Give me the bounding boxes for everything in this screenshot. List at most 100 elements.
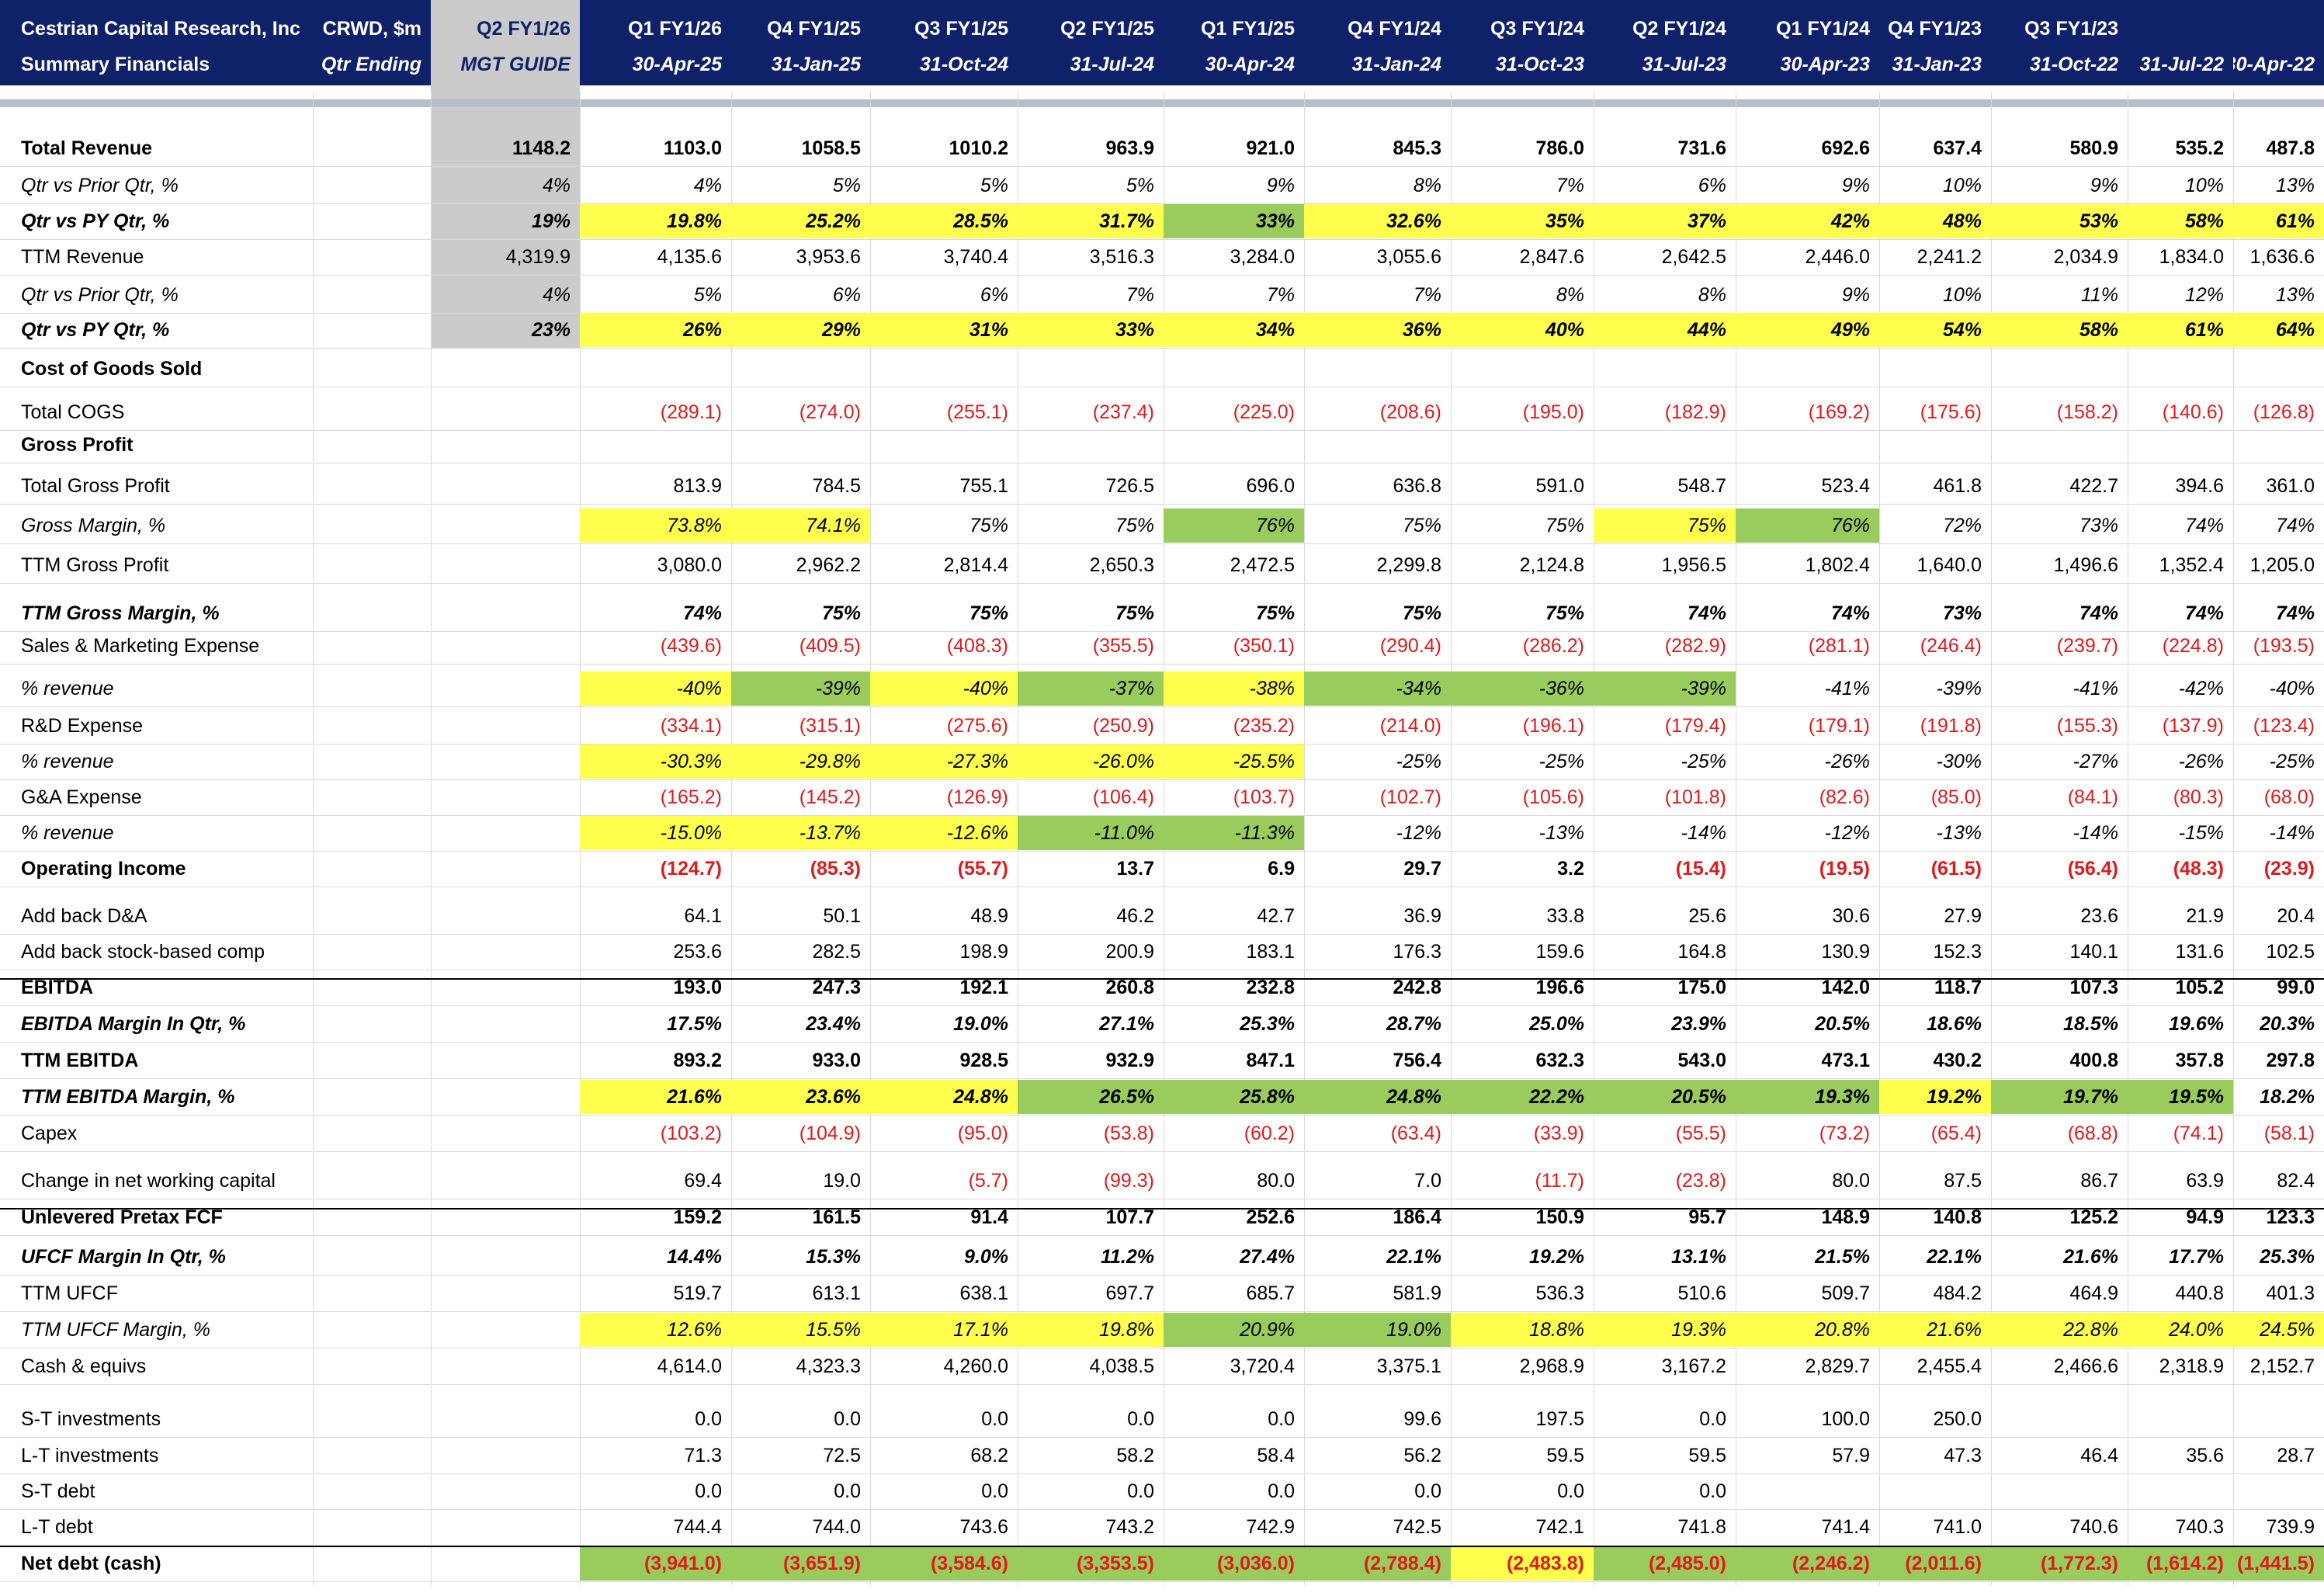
value-cell: 36.9 [1403,904,1441,927]
value-cell: (3,353.5) [1018,1546,1164,1581]
value-cell [2128,1473,2233,1509]
value-cell: 54% [1879,313,1991,347]
value-cell: (165.2) [660,786,722,808]
value-cell: (95.0) [957,1122,1008,1144]
value-cell: 72% [1942,514,1982,536]
grid-line [0,1384,2324,1385]
column-header-date: 30-Apr-22 [2233,53,2315,75]
value-cell: 2,466.6 [2053,1355,2118,1377]
value-cell: 17.5% [667,1012,722,1035]
value-cell: 59.5 [1546,1444,1584,1466]
grid-line [0,543,2324,544]
value-cell: 535.2 [2175,137,2224,159]
guide-value-cell [431,1473,580,1509]
value-cell: 2,152.7 [2249,1355,2315,1377]
value-cell: 183.1 [1246,940,1295,963]
value-cell: 74% [2275,602,2315,624]
value-cell: -14% [1681,821,1726,844]
value-cell: -26.0% [1018,744,1164,779]
value-cell: 0.0 [1699,1480,1726,1502]
value-cell: -14% [2073,821,2118,844]
column-header-date: 31-Oct-23 [1496,53,1584,75]
grid-line [1991,92,1992,1585]
guide-value-cell [431,1312,580,1348]
value-cell: 2,455.4 [1916,1355,1982,1377]
value-cell: (63.4) [1390,1122,1441,1144]
value-cell: 487.8 [2266,137,2315,159]
value-cell: (3,651.9) [731,1546,870,1581]
value-cell: 260.8 [1105,976,1154,998]
value-cell: (195.0) [1522,401,1584,423]
value-cell: 107.7 [1105,1206,1154,1228]
value-cell: 1103.0 [663,137,722,159]
column-header-date: 31-Oct-22 [2030,53,2118,75]
value-cell: 4,260.0 [943,1355,1008,1377]
value-cell: 34% [1164,313,1304,347]
value-cell: 102.5 [2266,940,2315,963]
value-cell: 637.4 [1933,137,1982,159]
guide-column-band [431,0,580,348]
value-cell: 19.0% [1304,1313,1451,1347]
value-cell: 591.0 [1535,474,1584,497]
value-cell: 632.3 [1535,1049,1584,1071]
value-cell: 42% [1736,204,1879,238]
value-cell: (175.6) [1920,401,1982,423]
value-cell: (281.1) [1808,634,1870,657]
value-cell: 2,446.0 [1805,245,1870,268]
row-label: Add back D&A [21,904,147,927]
guide-value-cell [431,1509,580,1545]
value-cell: -40% [580,672,731,706]
value-cell: 31% [870,313,1018,347]
value-cell: (1,441.5) [2233,1546,2324,1581]
value-cell: -26% [2178,750,2224,772]
value-cell: 19.5% [2128,1080,2233,1114]
value-cell: 64% [2233,313,2324,347]
value-cell: 21.6% [1879,1313,1991,1347]
row-label: % revenue [21,750,114,772]
value-cell: 739.9 [2266,1515,2315,1538]
value-cell: 24.5% [2233,1313,2324,1347]
value-cell: 152.3 [1933,940,1982,963]
value-cell: 75% [1255,602,1295,624]
value-cell: 847.1 [1246,1049,1295,1071]
value-cell: (11.7) [1535,1169,1584,1192]
value-cell: -36% [1451,672,1594,706]
row-label: S-T debt [21,1480,95,1502]
sheet-subtitle: Summary Financials [21,53,210,75]
value-cell: 18.8% [1451,1313,1594,1347]
grid-line [0,504,2324,505]
column-header-date: 31-Jul-24 [1070,53,1154,75]
value-cell: (58.1) [2263,1122,2315,1144]
grid-line [313,92,314,1585]
value-cell: -41% [1824,677,1870,699]
column-header-period: Q1 FY1/24 [1776,17,1870,40]
value-cell: 24.8% [1304,1080,1451,1114]
value-cell: 33% [1018,313,1164,347]
value-cell: 48% [1879,204,1991,238]
value-cell: 59.5 [1688,1444,1726,1466]
value-cell: (290.4) [1379,634,1441,657]
value-cell: -37% [1018,672,1164,706]
value-cell: 252.6 [1246,1206,1295,1228]
row-label: L-T debt [21,1515,93,1538]
value-cell: 6% [1698,174,1726,196]
guide-value-cell [431,468,580,504]
value-cell: 19.8% [580,204,731,238]
value-cell: 2,241.2 [1916,245,1982,268]
grid-line [0,1235,2324,1236]
value-cell: 2,299.8 [1376,554,1441,576]
value-cell: 0.0 [834,1407,861,1430]
column-header-date: 31-Jan-23 [1892,53,1982,75]
value-cell: 21.6% [580,1080,731,1114]
value-cell: 731.6 [1677,137,1726,159]
value-cell: (68.0) [2263,786,2315,808]
grid-line [0,1151,2324,1152]
value-cell: 82.4 [2277,1169,2315,1192]
value-cell: 282.5 [812,940,861,963]
value-cell: (23.8) [1675,1169,1726,1192]
value-cell: (179.4) [1664,714,1726,737]
value-cell: (179.1) [1808,714,1870,737]
value-cell: 20.3% [2260,1012,2315,1035]
value-cell: (315.1) [799,714,861,737]
value-cell: 12.6% [580,1313,731,1347]
